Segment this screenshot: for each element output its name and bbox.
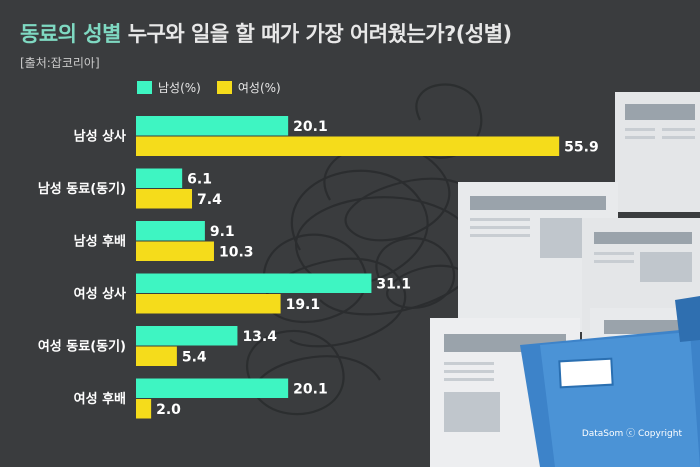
bar-male	[136, 221, 205, 241]
bar-male	[136, 378, 289, 398]
legend-swatch-male	[137, 81, 152, 94]
title-rest: 누구와 일을 할 때가 가장 어려웠는가?(성별)	[127, 22, 512, 46]
legend: 남성(%) 여성(%)	[137, 79, 281, 96]
data-label-male: 20.1	[293, 381, 328, 397]
chart-title: 동료의 성별 누구와 일을 할 때가 가장 어려웠는가?(성별)	[20, 18, 512, 48]
bar-female	[136, 399, 152, 419]
bar-female	[136, 241, 214, 261]
bar-female	[136, 136, 560, 156]
legend-label-male: 남성(%)	[158, 81, 201, 95]
bar-female	[136, 189, 193, 209]
category-label: 여성 상사	[74, 286, 126, 302]
bar-male	[136, 273, 372, 293]
data-label-female: 7.4	[197, 192, 222, 208]
data-label-female: 55.9	[564, 139, 599, 155]
bar-male	[136, 116, 289, 136]
data-label-male: 9.1	[210, 224, 235, 240]
legend-item-female: 여성(%)	[216, 79, 281, 96]
bar-female	[136, 346, 177, 366]
category-label: 여성 동료(동기)	[38, 339, 126, 355]
title-highlight: 동료의 성별	[20, 22, 121, 46]
data-label-female: 2.0	[156, 402, 181, 418]
category-label: 여성 후배	[74, 391, 126, 407]
newspaper-icons	[430, 92, 700, 467]
data-label-female: 10.3	[219, 244, 254, 260]
category-label: 남성 후배	[74, 234, 126, 250]
category-label: 남성 동료(동기)	[38, 181, 126, 197]
legend-swatch-female	[216, 81, 232, 94]
copyright-watermark: DataSom ⓒ Copyright	[581, 429, 682, 439]
bar-male	[136, 168, 183, 188]
data-label-male: 31.1	[376, 276, 411, 292]
bar-female	[136, 294, 281, 314]
data-label-male: 20.1	[293, 119, 328, 135]
source-note: [출처:잡코리아]	[20, 56, 100, 70]
data-label-female: 19.1	[286, 297, 321, 313]
data-label-female: 5.4	[182, 349, 207, 365]
data-label-male: 6.1	[187, 171, 212, 187]
category-label: 남성 상사	[74, 129, 126, 145]
bar-male	[136, 326, 238, 346]
legend-item-male: 남성(%)	[137, 79, 201, 96]
data-label-male: 13.4	[242, 329, 277, 345]
legend-label-female: 여성(%)	[237, 81, 281, 95]
